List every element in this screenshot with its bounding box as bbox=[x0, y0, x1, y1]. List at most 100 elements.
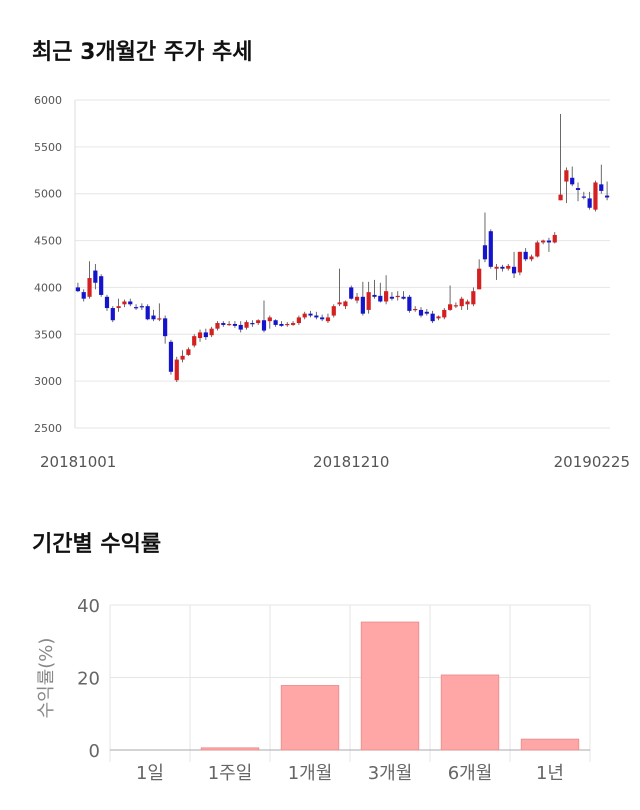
candle bbox=[285, 322, 290, 327]
candlestick-chart: 6000 5500 5000 4500 4000 3500 3000 2500 2018100… bbox=[34, 94, 630, 471]
candle bbox=[250, 320, 255, 327]
candle-body-up bbox=[366, 292, 371, 310]
candle-body-up bbox=[302, 313, 307, 318]
candle-body-down bbox=[511, 266, 517, 274]
candle-x-tick-label: 20181001 bbox=[40, 453, 116, 471]
candle bbox=[535, 240, 540, 258]
candle-x-tick-label: 20181210 bbox=[313, 453, 389, 471]
bar-y-tick-label: 0 bbox=[89, 741, 100, 762]
candle-body-down bbox=[133, 307, 139, 309]
candle bbox=[139, 303, 144, 310]
candle bbox=[133, 304, 139, 310]
candle bbox=[529, 254, 534, 262]
candle bbox=[575, 182, 581, 202]
candle bbox=[308, 310, 313, 318]
candle-body-down bbox=[320, 317, 325, 320]
candle bbox=[343, 300, 348, 309]
bar-y-tick-label: 20 bbox=[77, 669, 100, 690]
candle-body-up bbox=[436, 316, 441, 319]
candle bbox=[604, 181, 610, 201]
candle-body-up bbox=[209, 328, 214, 336]
candle-body-up bbox=[186, 349, 191, 355]
candle-body-down bbox=[575, 188, 581, 190]
candle bbox=[517, 251, 522, 276]
candle bbox=[256, 319, 261, 325]
candle bbox=[418, 307, 424, 318]
candle bbox=[413, 306, 418, 312]
candle bbox=[581, 191, 586, 200]
candle-body-up bbox=[157, 318, 162, 320]
candle-y-tick-label: 6000 bbox=[34, 94, 62, 107]
candle bbox=[523, 248, 528, 262]
candle bbox=[279, 321, 284, 327]
candle bbox=[506, 264, 511, 271]
candle-y-tick-label: 4000 bbox=[34, 281, 62, 294]
candle bbox=[558, 114, 563, 201]
candle bbox=[174, 356, 179, 383]
bar-marks bbox=[200, 621, 580, 751]
candle bbox=[395, 291, 400, 301]
candle-body-up bbox=[267, 317, 272, 322]
candle bbox=[349, 285, 354, 300]
return-bar bbox=[200, 747, 260, 751]
candle bbox=[587, 191, 592, 210]
candle-body-down bbox=[389, 296, 395, 299]
candle-body-down bbox=[360, 296, 365, 314]
candle bbox=[197, 329, 203, 342]
candle-body-down bbox=[401, 296, 406, 299]
candle bbox=[99, 274, 104, 297]
candle-body-down bbox=[599, 184, 604, 191]
bar-y-axis-label: 수익률(%) bbox=[36, 638, 57, 719]
candle bbox=[302, 311, 307, 320]
bar-x-ticks: 1일 1주일 1개월 3개월 6개월 1년 bbox=[136, 763, 564, 784]
bar-y-tick-label: 40 bbox=[77, 596, 100, 617]
bar-x-tick-label: 1개월 bbox=[288, 763, 333, 784]
candle-body-up bbox=[593, 182, 598, 210]
candle bbox=[314, 311, 319, 320]
candle bbox=[290, 321, 296, 326]
candle bbox=[221, 321, 226, 327]
candle-body-up bbox=[477, 268, 482, 290]
candle-body-down bbox=[378, 295, 383, 302]
candle-body-down bbox=[238, 324, 243, 330]
candle bbox=[93, 264, 98, 290]
candle-body-down bbox=[570, 177, 575, 185]
candle bbox=[110, 306, 115, 323]
candle bbox=[593, 180, 598, 212]
candle bbox=[151, 309, 156, 322]
return-bar bbox=[280, 685, 340, 751]
candle-body-up bbox=[296, 317, 301, 324]
candle-body-down bbox=[587, 198, 592, 208]
candle bbox=[325, 313, 331, 324]
return-bar bbox=[520, 738, 580, 751]
candle bbox=[453, 302, 458, 309]
candle bbox=[401, 291, 406, 300]
candle bbox=[552, 232, 557, 244]
candle-body-up bbox=[395, 295, 400, 298]
candle bbox=[168, 339, 174, 375]
candle-body-up bbox=[227, 323, 232, 326]
candle-body-down bbox=[546, 240, 552, 243]
candle bbox=[81, 289, 86, 302]
candle-y-tick-label: 5000 bbox=[34, 188, 62, 201]
candle-body-down bbox=[482, 245, 488, 260]
candle bbox=[511, 251, 517, 279]
return-chart-title: 기간별 수익률 bbox=[32, 532, 162, 557]
candle-body-down bbox=[430, 313, 435, 322]
candle bbox=[494, 264, 499, 280]
candle-body-down bbox=[372, 294, 377, 297]
candle bbox=[273, 319, 278, 327]
candle bbox=[244, 320, 249, 330]
candle-body-down bbox=[424, 311, 429, 314]
candle-body-up bbox=[558, 194, 563, 201]
bar-x-tick-label: 1년 bbox=[536, 763, 564, 784]
candle-body-down bbox=[93, 270, 98, 283]
candle-body-up bbox=[413, 308, 418, 311]
candle-body-down bbox=[163, 318, 168, 337]
bar-x-tick-label: 3개월 bbox=[368, 763, 413, 784]
candle-body-up bbox=[197, 332, 203, 339]
candle-body-down bbox=[151, 315, 156, 320]
candle bbox=[215, 321, 220, 331]
candle-body-down bbox=[145, 306, 150, 320]
bar-x-tick-label: 6개월 bbox=[448, 763, 493, 784]
